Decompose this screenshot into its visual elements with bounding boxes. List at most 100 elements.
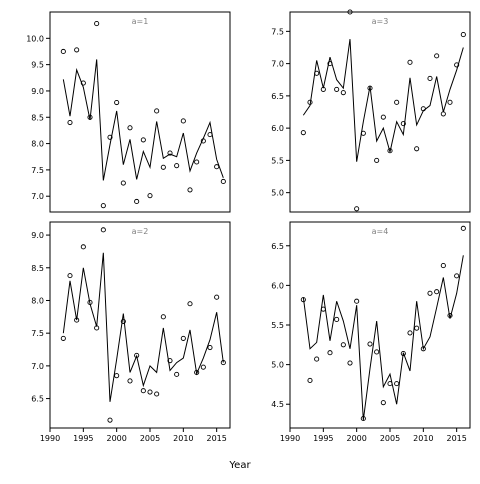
y-tick-label: 6.5: [271, 92, 284, 101]
data-point: [174, 371, 180, 377]
x-tick-label: 2010: [413, 434, 433, 443]
data-point: [87, 299, 93, 305]
data-point: [140, 388, 146, 394]
y-tick-label: 9.5: [31, 61, 44, 70]
data-point: [327, 350, 333, 356]
y-tick-label: 8.0: [31, 296, 44, 305]
data-point: [107, 417, 113, 423]
data-point: [387, 148, 393, 154]
fit-line: [62, 59, 224, 181]
x-tick-label: 1990: [280, 434, 300, 443]
panel-frame: [289, 221, 471, 429]
data-point: [207, 345, 213, 351]
data-point: [140, 137, 146, 143]
data-point: [60, 48, 66, 55]
x-tick-label: 1990: [40, 434, 60, 443]
data-point: [200, 138, 206, 144]
y-tick-label: 7.5: [271, 27, 284, 36]
data-point: [447, 312, 453, 319]
y-tick-label: 7.0: [31, 362, 44, 371]
data-point: [354, 298, 360, 304]
data-point: [434, 53, 440, 59]
data-point: [160, 314, 166, 320]
data-point: [374, 157, 380, 163]
data-point: [314, 70, 320, 76]
data-point: [434, 289, 440, 295]
data-point: [367, 85, 373, 91]
data-point: [447, 99, 453, 105]
data-point: [320, 306, 326, 312]
data-point: [187, 301, 193, 307]
x-tick-label: 2010: [173, 434, 193, 443]
data-point: [187, 187, 193, 193]
data-point: [67, 273, 73, 279]
y-tick-label: 5.5: [271, 321, 284, 330]
data-point: [460, 225, 466, 231]
data-point: [94, 325, 100, 331]
data-point: [207, 132, 213, 138]
data-point: [127, 378, 133, 384]
data-point: [387, 381, 393, 387]
data-point: [340, 342, 346, 348]
data-point: [180, 335, 186, 341]
data-point: [120, 318, 126, 324]
y-tick-label: 9.0: [31, 231, 44, 240]
x-tick-label: 2005: [380, 434, 400, 443]
y-tick-label: 7.0: [31, 192, 44, 201]
data-point: [114, 99, 120, 106]
x-tick-label: 2005: [140, 434, 160, 443]
data-point: [380, 114, 386, 120]
y-tick-label: 7.5: [31, 329, 44, 338]
x-tick-label: 2015: [446, 434, 466, 443]
data-point: [314, 356, 320, 362]
data-point: [334, 316, 340, 323]
data-point: [334, 86, 340, 92]
data-point: [407, 330, 413, 336]
y-tick-label: 6.5: [271, 242, 284, 251]
data-point: [427, 75, 433, 82]
panel-a3: a=3 5.0 5.5 6.0 6.5 7.0 7.5: [271, 9, 471, 213]
data-point: [394, 99, 400, 105]
data-point: [360, 415, 366, 422]
y-tick-label: 5.5: [271, 156, 284, 165]
fit-line: [62, 252, 224, 402]
data-point: [300, 297, 306, 303]
x-axis-title: Year: [228, 460, 251, 471]
data-point: [214, 294, 220, 300]
data-point: [67, 119, 73, 126]
panel-label: a=1: [132, 17, 149, 26]
data-point: [94, 21, 100, 27]
panel-label: a=2: [132, 227, 149, 236]
data-point: [400, 121, 406, 127]
panel-frame: [289, 11, 471, 213]
y-tick-label: 7.5: [31, 166, 44, 175]
data-point: [340, 90, 346, 96]
y-tick-label: 8.5: [31, 264, 44, 273]
data-point: [454, 273, 460, 279]
data-point: [420, 346, 426, 352]
y-tick-label: 5.0: [271, 361, 284, 370]
data-point: [460, 32, 466, 38]
y-tick-label: 7.0: [271, 60, 284, 69]
data-point: [74, 317, 80, 323]
data-point: [114, 373, 120, 379]
data-point: [420, 106, 426, 112]
data-point: [80, 244, 86, 250]
panel-a4: a=4 4.5 5.0 5.5 6.0 6.5 1990 1995 2000 2005 2010 20…: [271, 221, 471, 443]
y-tick-label: 6.0: [271, 281, 284, 290]
data-point: [414, 325, 420, 331]
data-point: [147, 389, 153, 395]
data-point: [307, 377, 313, 384]
data-point: [147, 193, 153, 199]
data-point: [100, 227, 106, 233]
x-tick-label: 2015: [206, 434, 226, 443]
data-point: [347, 9, 353, 15]
y-tick-label: 5.0: [271, 189, 284, 198]
data-point: [200, 364, 206, 370]
data-point: [427, 290, 433, 296]
y-tick-label: 8.0: [31, 140, 44, 149]
panel-a1: a=1 7.0 7.5 8.0 8.5 9.0 9.5 10.0: [26, 11, 231, 213]
data-point: [167, 358, 173, 364]
data-point: [307, 99, 313, 105]
